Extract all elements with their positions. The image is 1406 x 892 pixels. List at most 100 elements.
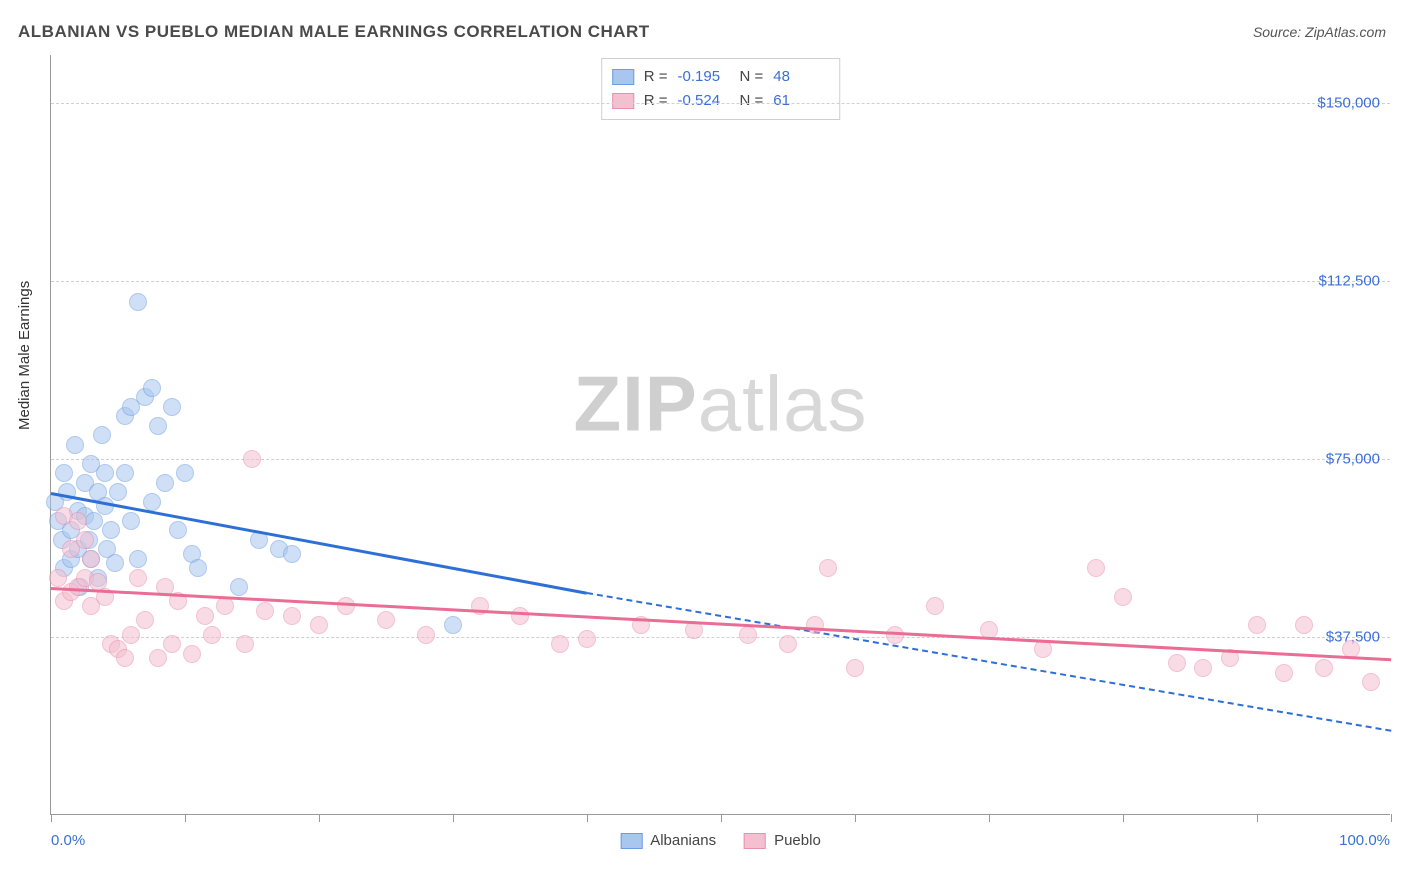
data-point <box>96 464 114 482</box>
n-label: N = <box>740 65 764 89</box>
gridline <box>51 281 1390 282</box>
legend-top-row: R = -0.524 N = 61 <box>612 89 826 113</box>
watermark-bold: ZIP <box>573 360 697 448</box>
data-point <box>196 607 214 625</box>
data-point <box>82 550 100 568</box>
xtick <box>1123 814 1124 822</box>
data-point <box>129 550 147 568</box>
source-label: Source: ZipAtlas.com <box>1253 24 1386 40</box>
legend-swatch <box>612 69 634 85</box>
data-point <box>256 602 274 620</box>
data-point <box>578 630 596 648</box>
data-point <box>122 512 140 530</box>
data-point <box>116 649 134 667</box>
legend-top-row: R = -0.195 N = 48 <box>612 65 826 89</box>
data-point <box>1362 673 1380 691</box>
data-point <box>243 450 261 468</box>
ytick-label: $75,000 <box>1326 450 1380 467</box>
ytick-label: $112,500 <box>1319 272 1380 289</box>
xtick <box>51 814 52 822</box>
data-point <box>417 626 435 644</box>
r-label: R = <box>644 65 668 89</box>
data-point <box>739 626 757 644</box>
data-point <box>66 436 84 454</box>
data-point <box>1114 588 1132 606</box>
data-point <box>169 521 187 539</box>
xtick <box>1257 814 1258 822</box>
gridline <box>51 103 1390 104</box>
xtick <box>587 814 588 822</box>
data-point <box>203 626 221 644</box>
r-value: -0.524 <box>678 89 730 113</box>
data-point <box>926 597 944 615</box>
data-point <box>183 645 201 663</box>
watermark-rest: atlas <box>698 360 868 448</box>
data-point <box>69 512 87 530</box>
xtick <box>1391 814 1392 822</box>
n-label: N = <box>740 89 764 113</box>
data-point <box>283 607 301 625</box>
data-point <box>163 398 181 416</box>
xlabel-right: 100.0% <box>1339 832 1390 849</box>
data-point <box>136 611 154 629</box>
data-point <box>1194 659 1212 677</box>
legend-swatch <box>620 833 642 849</box>
data-point <box>102 521 120 539</box>
data-point <box>149 417 167 435</box>
legend-bottom: Albanians Pueblo <box>620 832 821 849</box>
xtick <box>319 814 320 822</box>
data-point <box>143 493 161 511</box>
trendline <box>51 587 1391 661</box>
legend-series-name: Albanians <box>650 832 716 849</box>
data-point <box>444 616 462 634</box>
data-point <box>310 616 328 634</box>
xtick <box>989 814 990 822</box>
data-point <box>846 659 864 677</box>
data-point <box>143 379 161 397</box>
watermark: ZIPatlas <box>573 359 867 450</box>
data-point <box>1315 659 1333 677</box>
n-value: 61 <box>773 89 825 113</box>
data-point <box>819 559 837 577</box>
n-value: 48 <box>773 65 825 89</box>
xlabel-left: 0.0% <box>51 832 85 849</box>
data-point <box>49 569 67 587</box>
data-point <box>109 483 127 501</box>
legend-swatch <box>744 833 766 849</box>
data-point <box>1087 559 1105 577</box>
legend-bottom-item: Pueblo <box>744 832 821 849</box>
trendline-extrapolated <box>587 592 1391 732</box>
data-point <box>1295 616 1313 634</box>
data-point <box>511 607 529 625</box>
xtick <box>185 814 186 822</box>
data-point <box>93 426 111 444</box>
legend-series-name: Pueblo <box>774 832 821 849</box>
data-point <box>551 635 569 653</box>
data-point <box>122 626 140 644</box>
data-point <box>283 545 301 563</box>
data-point <box>236 635 254 653</box>
r-label: R = <box>644 89 668 113</box>
data-point <box>1275 664 1293 682</box>
legend-top: R = -0.195 N = 48 R = -0.524 N = 61 <box>601 58 841 120</box>
legend-bottom-item: Albanians <box>620 832 716 849</box>
legend-swatch <box>612 93 634 109</box>
data-point <box>1168 654 1186 672</box>
y-axis-label: Median Male Earnings <box>16 281 33 430</box>
data-point <box>76 531 94 549</box>
data-point <box>779 635 797 653</box>
data-point <box>156 474 174 492</box>
data-point <box>1248 616 1266 634</box>
data-point <box>377 611 395 629</box>
data-point <box>806 616 824 634</box>
data-point <box>216 597 234 615</box>
ytick-label: $150,000 <box>1317 94 1380 111</box>
xtick <box>855 814 856 822</box>
xtick <box>453 814 454 822</box>
chart-title: ALBANIAN VS PUEBLO MEDIAN MALE EARNINGS … <box>18 22 650 42</box>
data-point <box>106 554 124 572</box>
xtick <box>721 814 722 822</box>
data-point <box>55 464 73 482</box>
data-point <box>149 649 167 667</box>
r-value: -0.195 <box>678 65 730 89</box>
